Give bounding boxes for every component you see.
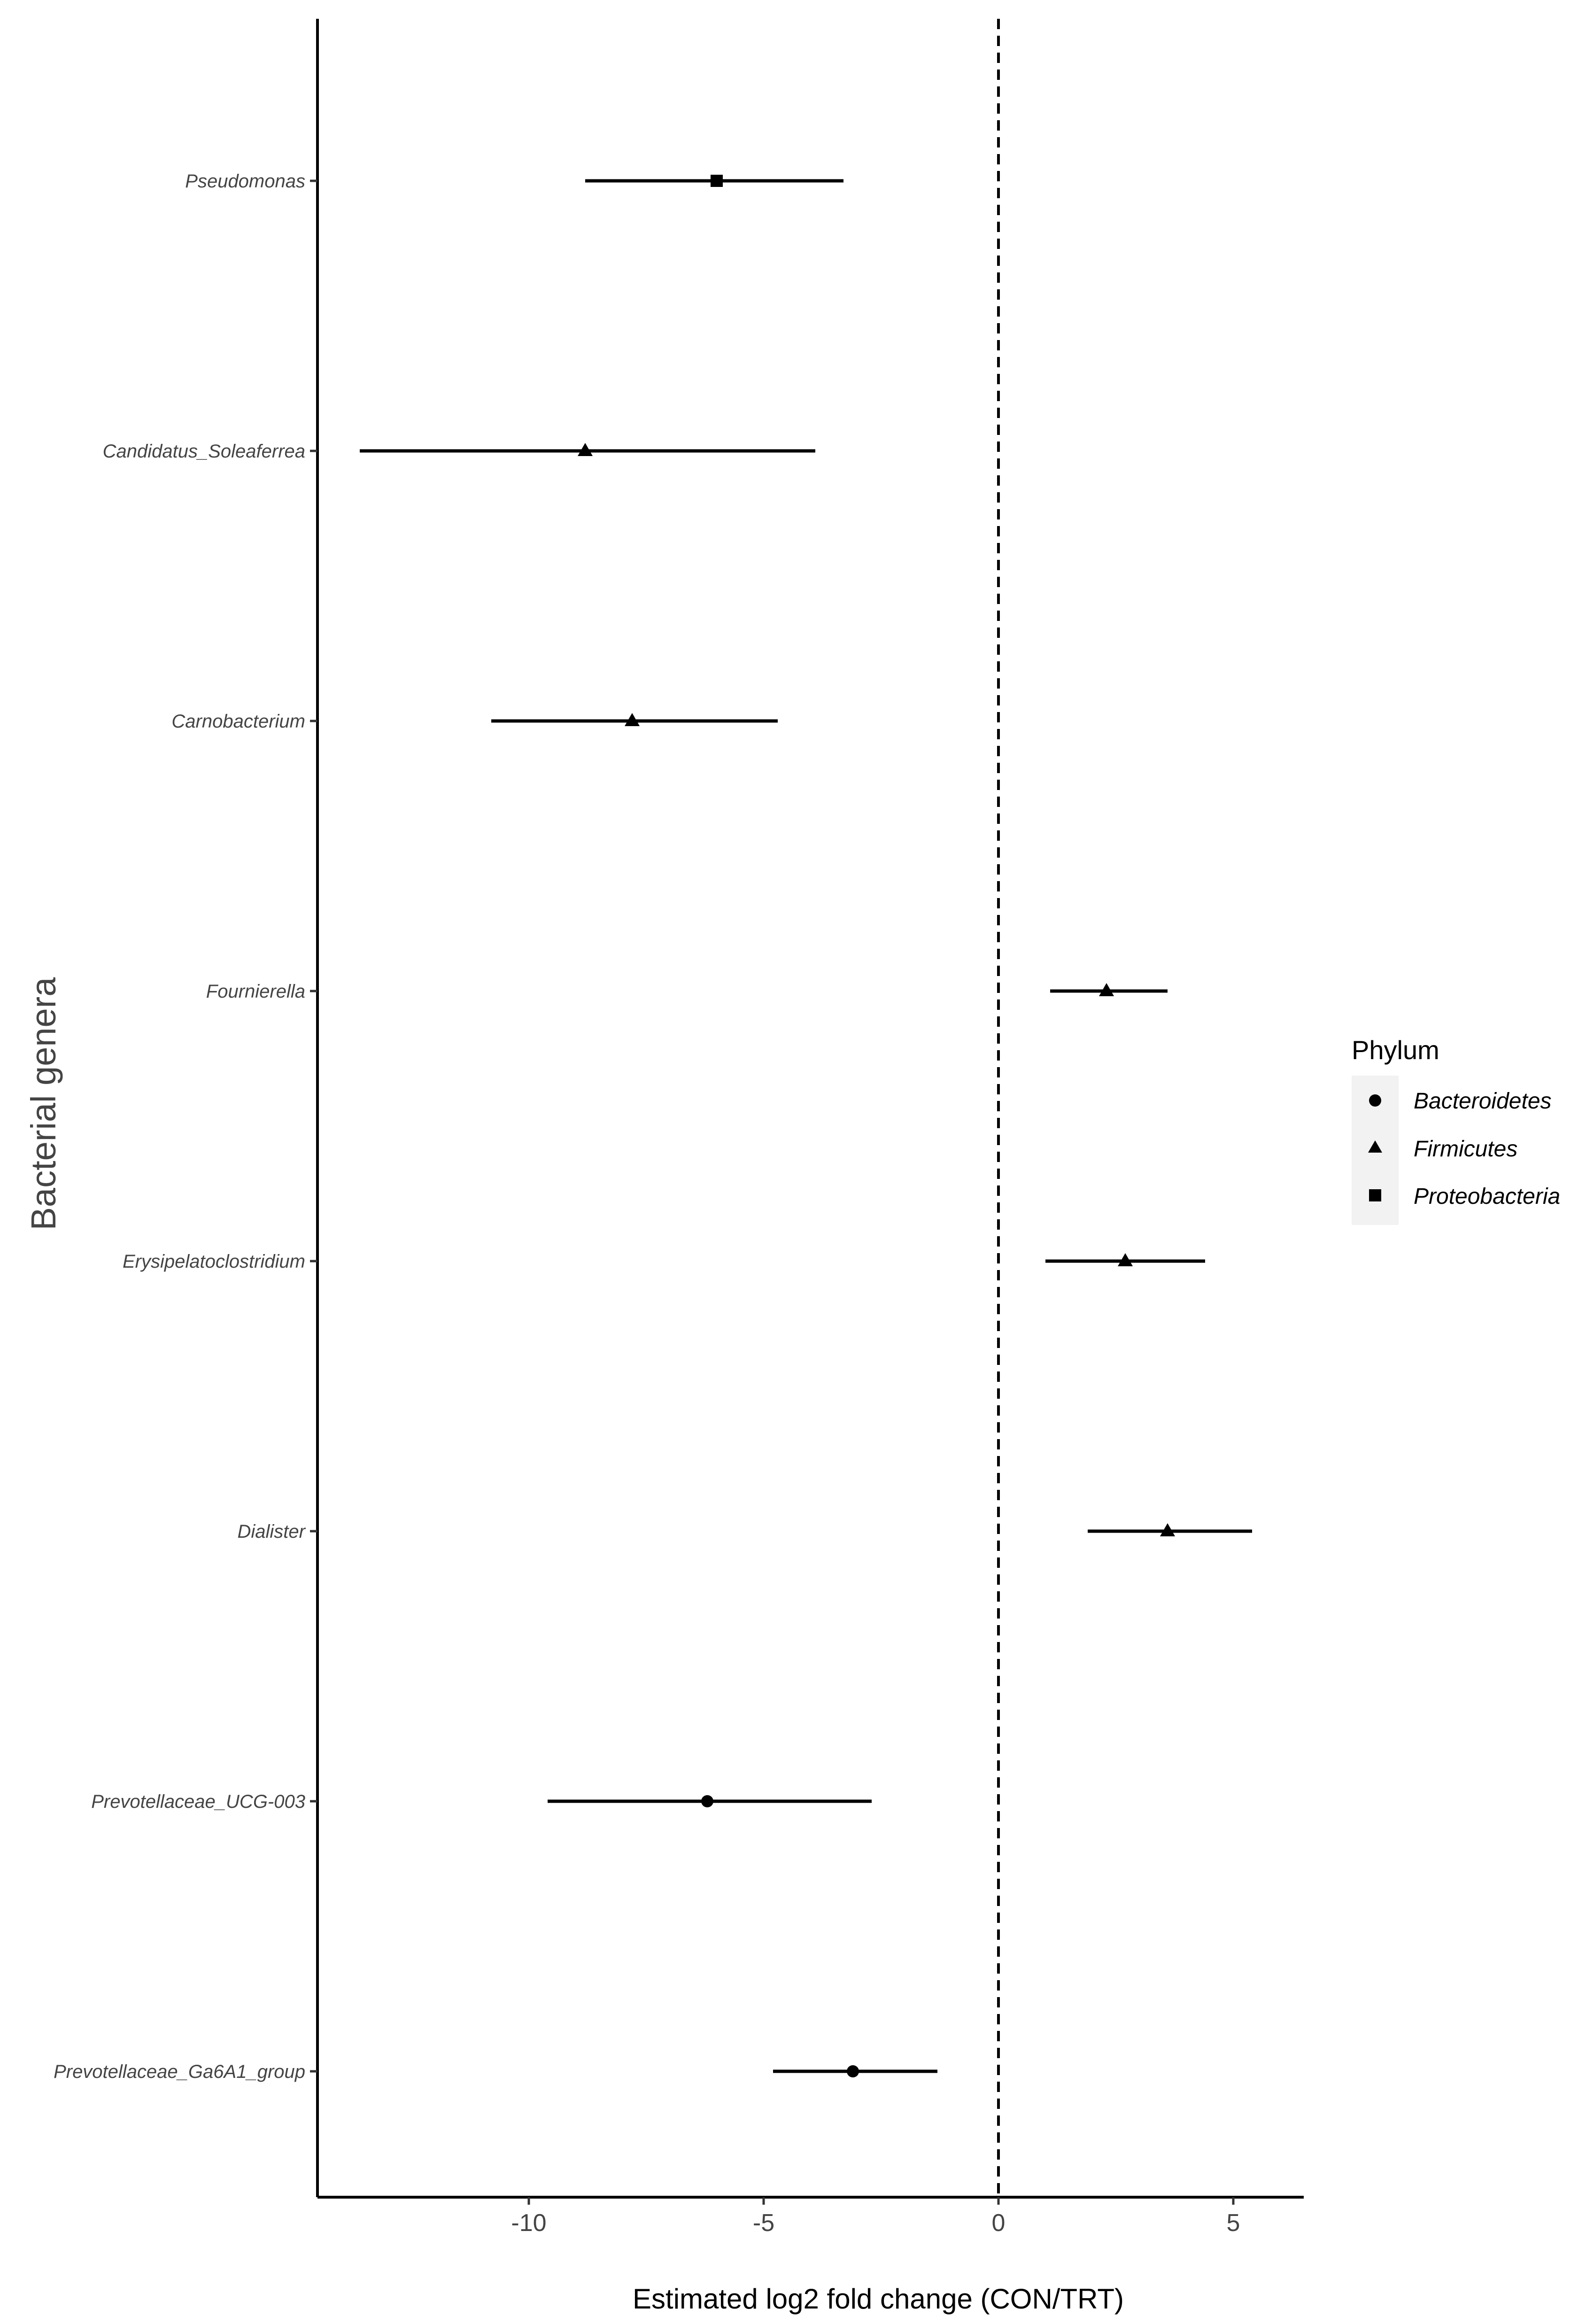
point-carnobacterium	[625, 713, 640, 726]
y-tick-label-candidatus-soleaferrea: Candidatus_Soleaferrea	[103, 441, 305, 462]
point-erysipelatoclostridium	[1118, 1253, 1133, 1266]
legend-title: Phylum	[1352, 1035, 1439, 1065]
point-pseudomonas	[711, 175, 723, 187]
y-tick-label-erysipelatoclostridium: Erysipelatoclostridium	[123, 1251, 305, 1272]
x-tick-label: -5	[753, 2209, 774, 2237]
y-tick-label-pseudomonas: Pseudomonas	[185, 171, 305, 192]
legend-key-square-icon	[1369, 1189, 1381, 1201]
x-tick-label: -10	[511, 2209, 546, 2237]
x-axis: -10 -5 0 5	[317, 2196, 1304, 2237]
point-prevotellaceae-ga6a1-group	[847, 2065, 859, 2077]
legend-label-bacteroidetes: Bacteroidetes	[1414, 1089, 1552, 1114]
y-tick-label-dialister: Dialister	[238, 1521, 306, 1542]
x-tick-label: 5	[1227, 2209, 1240, 2237]
legend-key-circle-icon	[1369, 1094, 1381, 1107]
legend: Phylum Bacteroidetes Firmicutes Proteoba…	[1352, 1035, 1560, 1225]
y-tick-label-fournierella: Fournierella	[206, 981, 305, 1002]
legend-key-triangle-icon	[1368, 1140, 1382, 1153]
legend-label-firmicutes: Firmicutes	[1414, 1137, 1517, 1162]
x-axis-title: Estimated log2 fold change (CON/TRT)	[633, 2283, 1124, 2315]
point-dialister	[1160, 1523, 1175, 1536]
x-tick-label: 0	[992, 2209, 1006, 2237]
point-prevotellaceae-ucg-003	[701, 1795, 713, 1807]
y-tick-label-prevotellaceae-ga6a1-group: Prevotellaceae_Ga6A1_group	[54, 2061, 305, 2082]
point-fournierella	[1099, 983, 1114, 996]
y-tick-label-prevotellaceae-ucg-003: Prevotellaceae_UCG-003	[91, 1791, 305, 1812]
plot-area	[360, 19, 1252, 2197]
point-candidatus-soleaferrea	[578, 443, 593, 456]
legend-label-proteobacteria: Proteobacteria	[1414, 1184, 1560, 1209]
y-axis: Pseudomonas Candidatus_Soleaferrea Carnoba…	[54, 19, 319, 2197]
y-tick-label-carnobacterium: Carnobacterium	[171, 711, 305, 732]
y-axis-title: Bacterial genera	[24, 977, 63, 1231]
